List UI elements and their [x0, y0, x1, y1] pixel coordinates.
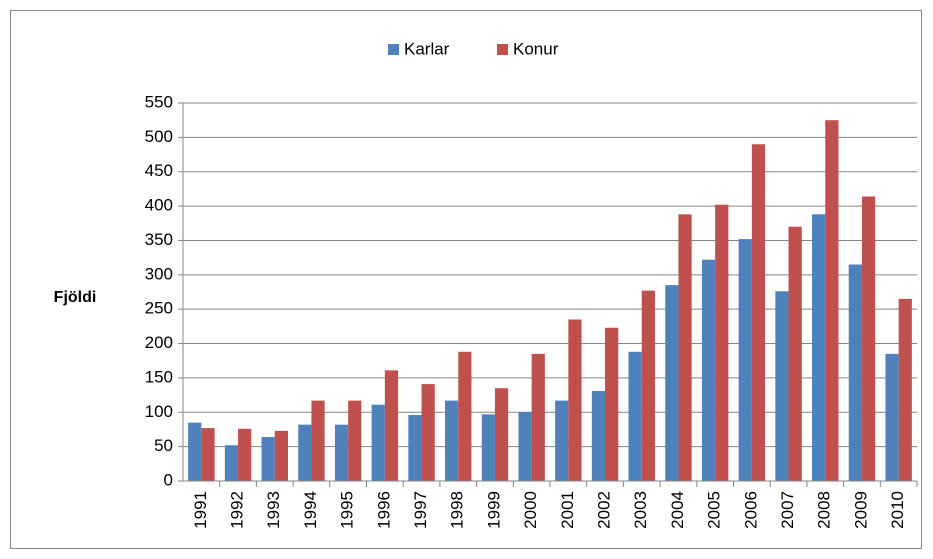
x-tick-label: 1993	[264, 491, 283, 529]
bar	[421, 384, 435, 481]
legend-label: Konur	[513, 39, 559, 58]
x-tick-label: 2004	[668, 491, 687, 529]
bar	[311, 400, 325, 481]
y-tick-label: 0	[164, 470, 173, 489]
x-tick-label: 2002	[595, 491, 614, 529]
bar	[531, 353, 545, 481]
bar	[628, 351, 642, 481]
bar	[775, 291, 789, 481]
y-tick-label: 450	[145, 161, 173, 180]
x-tick-label: 2006	[741, 491, 760, 529]
bar	[812, 214, 826, 481]
x-tick-label: 1996	[374, 491, 393, 529]
y-tick-label: 300	[145, 264, 173, 283]
x-tick-label: 2009	[851, 491, 870, 529]
y-tick-label: 50	[154, 436, 173, 455]
bar	[665, 285, 679, 481]
bar	[751, 144, 766, 481]
x-tick-label: 2010	[888, 491, 907, 529]
y-tick-label: 550	[145, 92, 173, 111]
x-tick-label: 1999	[484, 491, 503, 529]
bar	[298, 424, 312, 481]
x-tick-label: 1992	[228, 491, 247, 529]
bar	[458, 351, 472, 481]
bar	[885, 353, 899, 481]
bar	[678, 214, 692, 481]
x-tick-label: 2001	[558, 491, 577, 529]
bar	[701, 259, 716, 481]
y-tick-label: 350	[145, 230, 173, 249]
bar	[238, 428, 252, 481]
bar	[848, 264, 862, 481]
y-tick-label: 200	[145, 333, 173, 352]
bar	[715, 204, 729, 481]
x-tick-label: 2000	[521, 491, 540, 529]
bar	[261, 437, 275, 481]
x-tick-label: 1998	[448, 491, 467, 529]
bar	[494, 388, 509, 481]
bar	[518, 412, 532, 481]
legend-swatch	[497, 44, 508, 55]
y-tick-label: 500	[145, 127, 173, 146]
legend-swatch	[388, 44, 399, 55]
bar	[825, 120, 839, 481]
bar	[738, 239, 752, 481]
x-tick-label: 1997	[411, 491, 430, 529]
y-tick-label: 100	[145, 402, 173, 421]
bar	[384, 370, 399, 481]
legend-label: Karlar	[404, 39, 450, 58]
x-tick-label: 1994	[301, 491, 320, 529]
bar	[201, 428, 215, 481]
x-tick-label: 2008	[815, 491, 834, 529]
bar	[861, 196, 876, 481]
bar	[334, 424, 349, 481]
bar	[555, 400, 569, 481]
x-tick-label: 2007	[778, 491, 797, 529]
y-tick-label: 400	[145, 196, 173, 215]
bar	[481, 414, 495, 481]
bar	[898, 298, 912, 481]
y-tick-label: 150	[145, 367, 173, 386]
bar	[274, 430, 288, 481]
bar	[224, 445, 239, 481]
x-tick-label: 2005	[705, 491, 724, 529]
bar	[408, 415, 422, 481]
bar	[641, 290, 655, 481]
bar	[348, 400, 362, 481]
x-tick-label: 2003	[631, 491, 650, 529]
bar	[568, 319, 582, 481]
bar	[788, 226, 802, 481]
bar	[371, 404, 385, 481]
bar	[188, 422, 202, 481]
y-tick-label: 250	[145, 299, 173, 318]
x-tick-label: 1995	[338, 491, 357, 529]
bar	[445, 400, 459, 481]
x-tick-label: 1991	[191, 491, 210, 529]
y-axis-label: Fjöldi	[54, 289, 97, 306]
bar	[605, 327, 619, 481]
bar	[591, 390, 606, 481]
